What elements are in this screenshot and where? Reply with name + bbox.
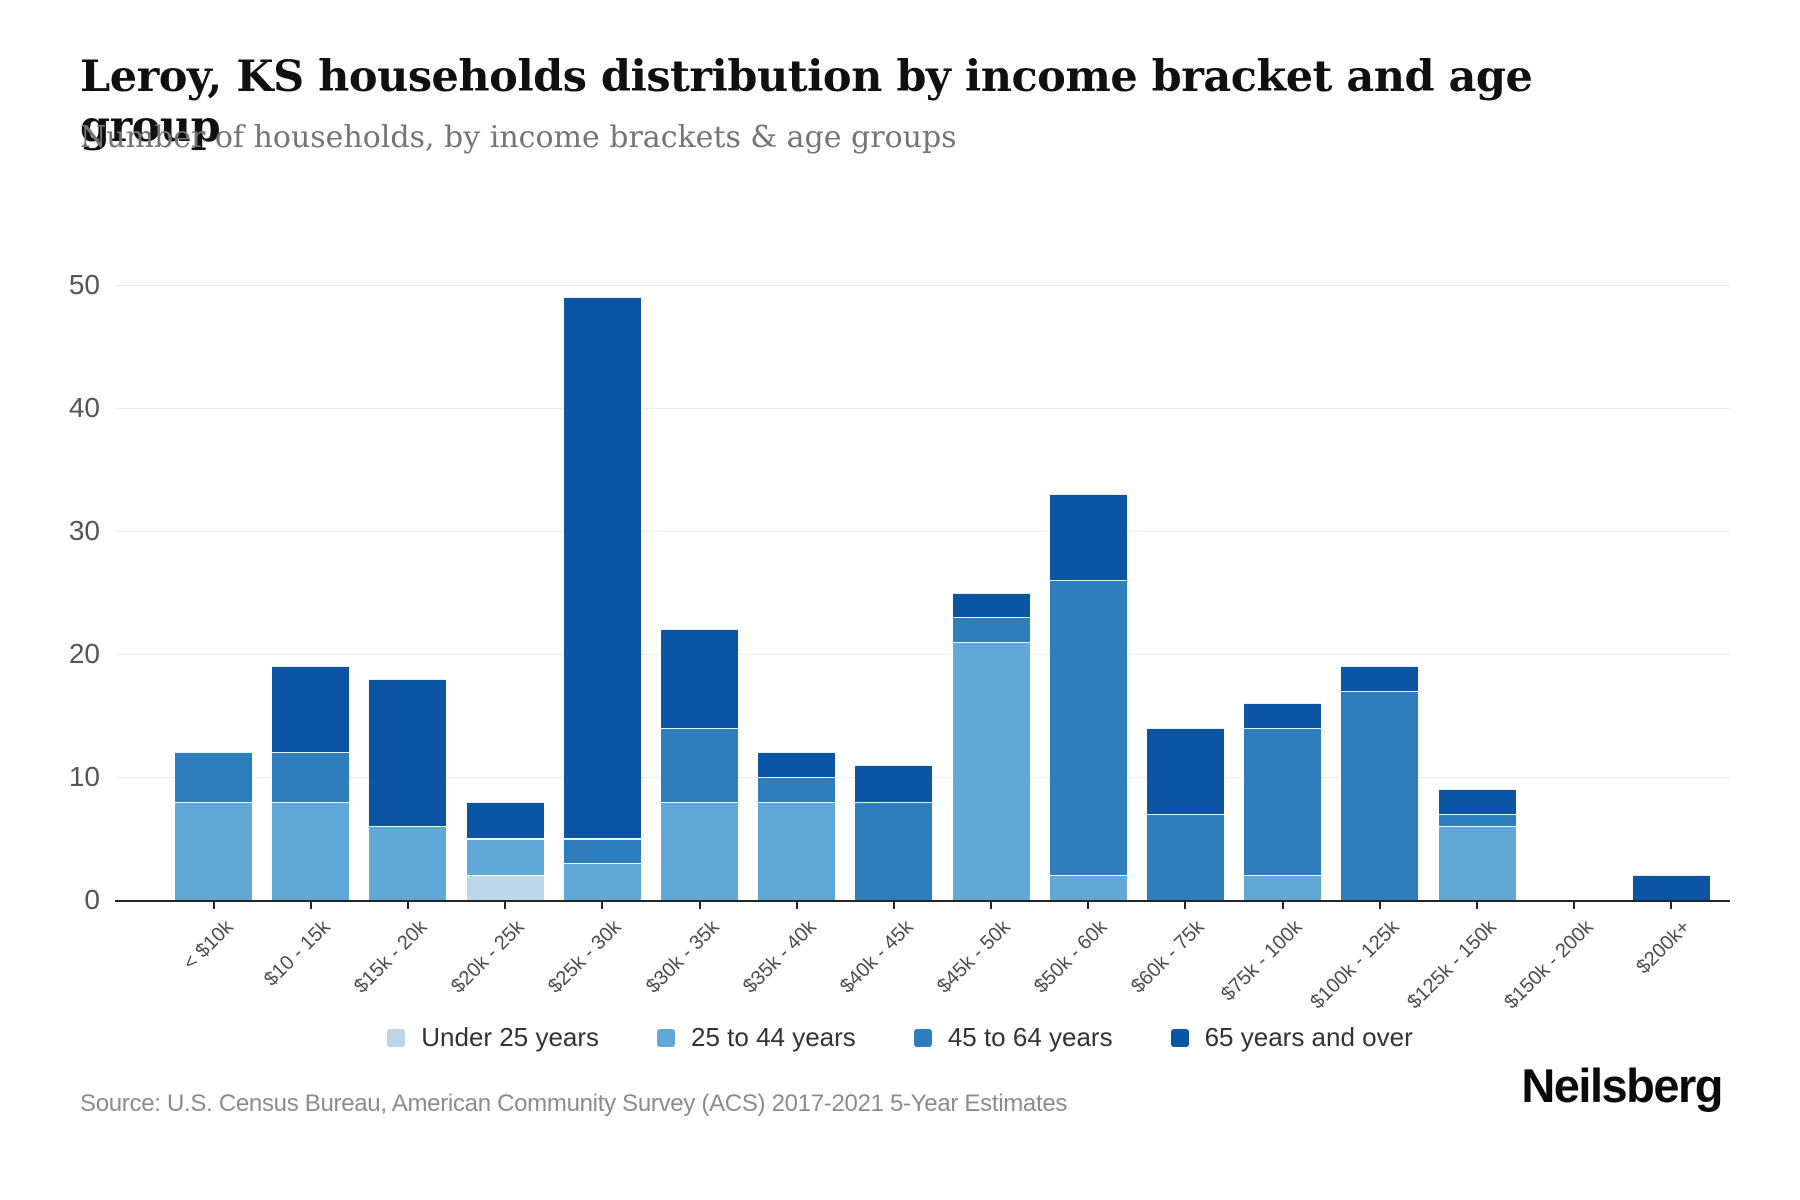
bar-segment-$45k - 50k-45 to 64 years[interactable] [952,617,1030,642]
legend-item-25-to-44-years[interactable]: 25 to 44 years [657,1022,856,1053]
bar-segment-$50k - 60k-45 to 64 years[interactable] [1049,580,1127,876]
x-axis-tick [1087,902,1090,909]
x-axis-tick [504,902,507,909]
x-axis-label: $125k - 150k [1403,916,1501,1014]
chart-title: Leroy, KS households distribution by inc… [80,52,1533,152]
legend: Under 25 years 25 to 44 years 45 to 64 yea… [0,1022,1800,1053]
y-axis-tick-label: 30 [68,515,100,546]
bar-segment-$25k - 30k-45 to 64 years[interactable] [563,838,641,864]
gridline-40 [115,408,1730,409]
bar-segment-$30k - 35k-65 years and over[interactable] [661,629,739,728]
x-axis-label: $60k - 75k [1127,916,1210,998]
bar-segment-$100k - 125k-45 to 64 years[interactable] [1341,690,1419,900]
bar-segment-$10 - 15k-65 years and over[interactable] [272,666,350,753]
gridline-50 [115,285,1730,286]
x-axis-label: $100k - 125k [1306,916,1404,1014]
bar-segment-$60k - 75k-65 years and over[interactable] [1146,727,1224,814]
x-axis-label: < $10k [178,916,238,975]
x-axis-label: $50k - 60k [1030,916,1112,998]
legend-swatch-icon [657,1028,676,1047]
x-axis-label: $150k - 200k [1500,916,1598,1014]
bar-segment-$100k - 125k-65 years and over[interactable] [1341,666,1419,691]
legend-label: Under 25 years [421,1022,600,1052]
bar-segment-$20k - 25k-65 years and over[interactable] [466,801,544,839]
x-axis-tick [795,902,798,909]
x-axis-label: $30k - 35k [641,916,724,998]
x-axis-tick [1573,902,1576,909]
x-axis-tick [309,902,312,909]
bar-segment-$20k - 25k-Under 25 years[interactable] [466,875,544,900]
bar-segment-$10 - 15k-25 to 44 years[interactable] [272,801,350,900]
x-axis-label: $200k+ [1632,916,1695,979]
bar-segment-$15k - 20k-65 years and over[interactable] [369,678,447,827]
neilsberg-logo: Neilsberg [1521,1059,1723,1112]
bar-segment-$25k - 30k-65 years and over[interactable] [563,297,641,839]
bar-segment-$30k - 35k-45 to 64 years[interactable] [661,727,739,802]
chart-subtitle: Number of households, by income brackets… [80,120,957,155]
y-axis-tick-label: 10 [68,761,100,792]
x-axis-tick [990,902,993,909]
bar-segment-$45k - 50k-65 years and over[interactable] [952,592,1030,618]
x-axis-label: $75k - 100k [1216,916,1307,1006]
legend-label: 25 to 44 years [691,1022,856,1052]
x-axis-tick [1378,902,1381,909]
x-axis-label: $25k - 30k [544,916,626,998]
bar-segment-$30k - 35k-25 to 44 years[interactable] [661,801,739,900]
bar-segment-< $10k-45 to 64 years[interactable] [175,752,253,802]
bar-segment-$10 - 15k-45 to 64 years[interactable] [272,752,350,802]
bar-segment-$125k - 150k-45 to 64 years[interactable] [1438,813,1516,827]
x-axis-label: $45k - 50k [933,916,1015,998]
source-note: Source: U.S. Census Bureau, American Com… [80,1090,1068,1117]
legend-label: 45 to 64 years [947,1022,1113,1052]
bar-segment-$60k - 75k-45 to 64 years[interactable] [1146,813,1224,900]
gridline-30 [115,531,1730,532]
x-axis-line [115,900,1730,902]
legend-swatch-icon [1170,1028,1189,1047]
bar-segment-< $10k-25 to 44 years[interactable] [175,801,253,900]
bar-segment-$25k - 30k-25 to 44 years[interactable] [563,863,641,900]
legend-label: 65 years and over [1204,1022,1413,1052]
x-axis-tick [1476,902,1479,909]
bar-segment-$35k - 40k-25 to 44 years[interactable] [758,801,836,900]
x-axis-tick [698,902,701,909]
bar-segment-$75k - 100k-25 to 44 years[interactable] [1244,875,1322,900]
x-axis-tick [406,902,409,909]
legend-item-45-to-64-years[interactable]: 45 to 64 years [913,1022,1113,1053]
bar-segment-$125k - 150k-25 to 44 years[interactable] [1438,826,1516,900]
x-axis-label: $15k - 20k [349,916,432,998]
x-axis-tick [1281,902,1284,909]
bar-segment-$45k - 50k-25 to 44 years[interactable] [952,641,1030,900]
bar-segment-$75k - 100k-45 to 64 years[interactable] [1244,727,1322,876]
bar-segment-$35k - 40k-45 to 64 years[interactable] [758,777,836,802]
legend-item-65-years-and-over[interactable]: 65 years and over [1170,1022,1413,1053]
bar-segment-$40k - 45k-65 years and over[interactable] [855,764,933,802]
bar-segment-$50k - 60k-25 to 44 years[interactable] [1049,875,1127,900]
bar-segment-$75k - 100k-65 years and over[interactable] [1244,703,1322,728]
x-axis-label: $20k - 25k [447,916,529,998]
bar-segment-$40k - 45k-45 to 64 years[interactable] [855,801,933,900]
y-axis-tick-label: 50 [68,269,100,300]
legend-item-under-25-years[interactable]: Under 25 years [387,1022,599,1053]
x-axis-tick [601,902,604,909]
y-axis-tick-label: 40 [68,392,100,423]
x-axis-label: $10 - 15k [259,916,335,991]
bar-segment-$200k+-65 years and over[interactable] [1632,875,1710,900]
x-axis-tick [1184,902,1187,909]
bar-segment-$125k - 150k-65 years and over[interactable] [1438,789,1516,814]
bar-segment-$20k - 25k-25 to 44 years[interactable] [466,838,544,876]
gridline-20 [115,654,1730,655]
x-axis-tick [212,902,215,909]
legend-swatch-icon [387,1028,406,1047]
x-axis-label: $40k - 45k [835,916,918,998]
legend-swatch-icon [913,1028,932,1047]
bar-segment-$50k - 60k-65 years and over[interactable] [1049,494,1127,581]
x-axis-tick [1670,902,1673,909]
x-axis-tick [892,902,895,909]
y-axis-tick-label: 20 [68,638,100,669]
y-axis-tick-label: 0 [84,884,100,915]
bar-segment-$15k - 20k-25 to 44 years[interactable] [369,826,447,900]
x-axis-label: $35k - 40k [738,916,821,998]
bar-segment-$35k - 40k-65 years and over[interactable] [758,752,836,777]
